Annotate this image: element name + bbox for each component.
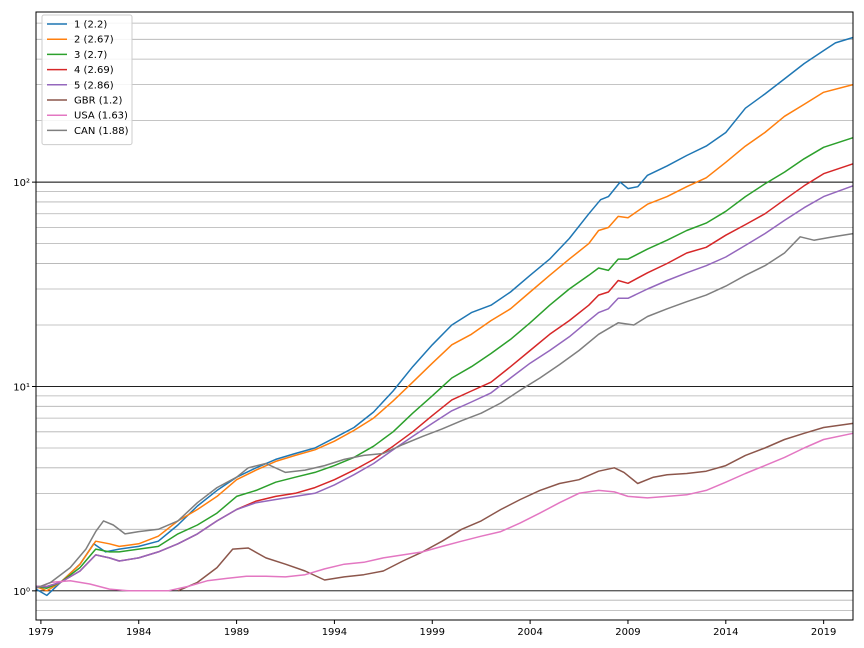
- series-line-1: [35, 36, 854, 597]
- series-lines: [35, 36, 854, 597]
- x-tick-label: 2014: [713, 627, 738, 638]
- x-tick-label: 1994: [322, 627, 347, 638]
- legend-label: GBR (1.2): [74, 96, 123, 107]
- x-tick-label: 1979: [28, 627, 53, 638]
- legend-label: 3 (2.7): [74, 50, 107, 61]
- legend-box: [41, 14, 133, 146]
- y-tick-label: 10²: [13, 178, 30, 189]
- x-tick-label: 2004: [517, 627, 542, 638]
- grid: [36, 22, 853, 612]
- legend-label: USA (1.63): [74, 111, 128, 122]
- legend: 1 (2.2) 2 (2.67) 3 (2.7) 4 (2.69) 5 (2.86) GB…: [41, 14, 133, 146]
- y-tick-label: 10⁰: [13, 587, 30, 598]
- series-line-3: [35, 136, 854, 589]
- x-tick-label: 1999: [420, 627, 445, 638]
- x-axis: 1979 1984 1989 1994 1999 2004 2009 2014 2019: [28, 620, 836, 638]
- legend-label: CAN (1.88): [74, 126, 129, 137]
- series-line-6: [177, 422, 854, 592]
- x-tick-label: 2019: [811, 627, 836, 638]
- series-line-7: [35, 432, 854, 592]
- legend-label: 1 (2.2): [74, 20, 107, 31]
- legend-label: 4 (2.69): [74, 65, 114, 76]
- y-axis: 10⁰ 10¹ 10²: [13, 178, 36, 598]
- legend-label: 2 (2.67): [74, 35, 114, 46]
- x-tick-label: 1984: [126, 627, 151, 638]
- plot-frame: [35, 11, 854, 621]
- x-tick-label: 2009: [615, 627, 640, 638]
- series-line-5: [36, 185, 854, 588]
- legend-label: 5 (2.86): [74, 80, 114, 91]
- y-tick-label: 10¹: [13, 382, 30, 393]
- series-line-2: [35, 83, 854, 592]
- x-tick-label: 1989: [224, 627, 249, 638]
- series-line-8: [35, 232, 854, 589]
